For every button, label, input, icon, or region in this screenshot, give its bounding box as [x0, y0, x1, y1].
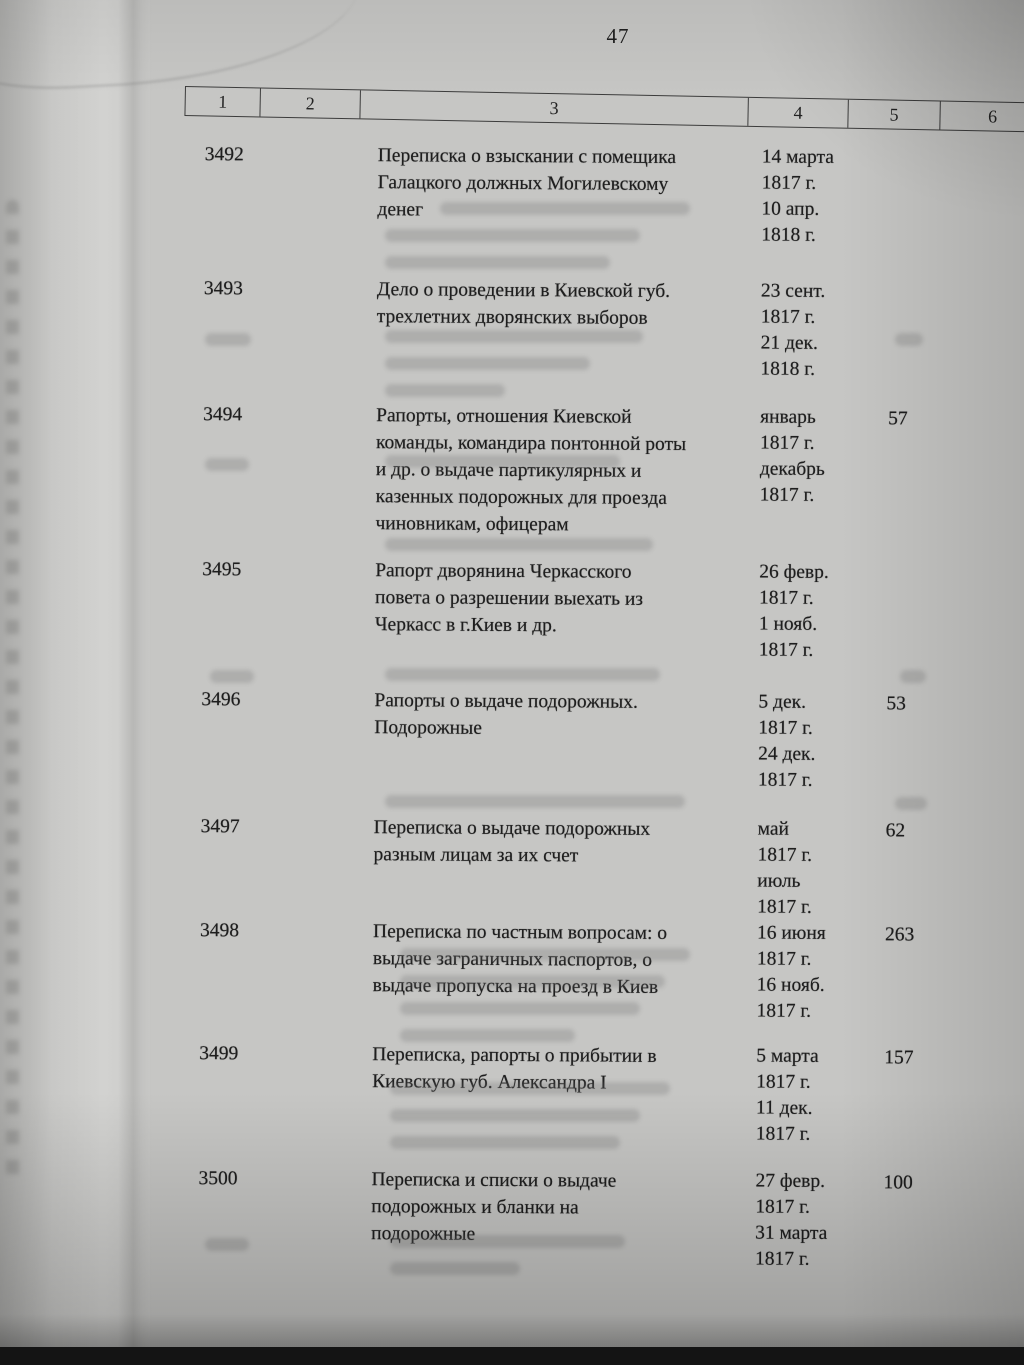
file-dates: 27 февр. 1817 г. 31 марта 1817 г.: [754, 1170, 828, 1270]
sheet-count: [864, 279, 954, 280]
ghost-text: [385, 538, 653, 565]
file-number: 3498: [199, 920, 240, 942]
file-dates: 23 сент. 1817 г. 21 дек. 1818 г.: [760, 280, 826, 380]
ghost-text: [895, 333, 923, 360]
column-header-1: 1: [184, 86, 260, 117]
file-number: 3497: [200, 816, 240, 838]
sheet-count: 263: [884, 924, 915, 946]
sheet-count: 100: [883, 1172, 913, 1194]
ghost-text: [385, 202, 690, 283]
ghost-text: [205, 1238, 249, 1265]
sheet-count: [865, 145, 955, 146]
ghost-text: [385, 455, 620, 482]
ghost-text: [210, 670, 254, 697]
ghost-text: [205, 458, 249, 485]
file-dates: 16 июня 1817 г. 16 нояб. 1817 г.: [756, 922, 826, 1022]
ghost-text: [385, 330, 643, 411]
sheet-count: 157: [884, 1047, 914, 1069]
ghost-text: [385, 668, 660, 695]
file-dates: 5 марта 1817 г. 11 дек. 1817 г.: [755, 1045, 819, 1145]
file-number: 3495: [202, 559, 242, 581]
ghost-text: [385, 795, 685, 822]
file-number: 3492: [204, 144, 244, 166]
file-title: Дело о проведении в Киевской губ. трехле…: [376, 279, 671, 329]
file-dates: 5 дек. 1817 г. 24 дек. 1817 г.: [757, 691, 816, 791]
column-header-2: 2: [259, 88, 360, 119]
file-number: 3500: [198, 1168, 238, 1190]
ghost-text: [400, 948, 690, 1056]
sheet-count: 57: [888, 408, 908, 430]
file-number: 3494: [203, 404, 243, 426]
ghost-text: [390, 1082, 670, 1163]
photo-background-strip: [0, 1347, 1024, 1365]
page-curl-line: [0, 0, 364, 95]
file-number: 3493: [203, 278, 244, 300]
file-dates: 14 марта 1817 г. 10 апр. 1818 г.: [761, 146, 834, 246]
ghost-text: [390, 1235, 625, 1289]
table-row: 3497 Переписка о выдаче подорожных разны…: [180, 813, 981, 922]
page-number: 47: [606, 24, 630, 48]
file-dates: май 1817 г. июль 1817 г.: [757, 818, 813, 918]
ghost-text: [900, 670, 926, 697]
gutter-crease: [118, 0, 152, 1365]
file-dates: январь 1817 г. декабрь 1817 г.: [759, 406, 825, 506]
sheet-count: [862, 560, 952, 561]
file-number: 3499: [199, 1043, 239, 1065]
file-title: Рапорты о выдаче подорожных. Подорожные: [374, 690, 638, 739]
page-bottom-shadow: [0, 1314, 1024, 1348]
ghost-text: [895, 797, 927, 824]
ghost-text: [205, 333, 251, 360]
file-title: Переписка о выдаче подорожных разным лиц…: [373, 817, 651, 867]
table-row: 3495 Рапорт дворянина Черкасского повета…: [182, 556, 983, 665]
ghost-text: [6, 200, 19, 1180]
book-page-stack-edge: [0, 0, 150, 1365]
file-dates: 26 февр. 1817 г. 1 нояб. 1817 г.: [758, 561, 829, 661]
table-row: 3496 Рапорты о выдаче подорожных. Подоро…: [181, 686, 982, 795]
file-title: Рапорт дворянина Черкасского повета о ра…: [374, 560, 644, 637]
